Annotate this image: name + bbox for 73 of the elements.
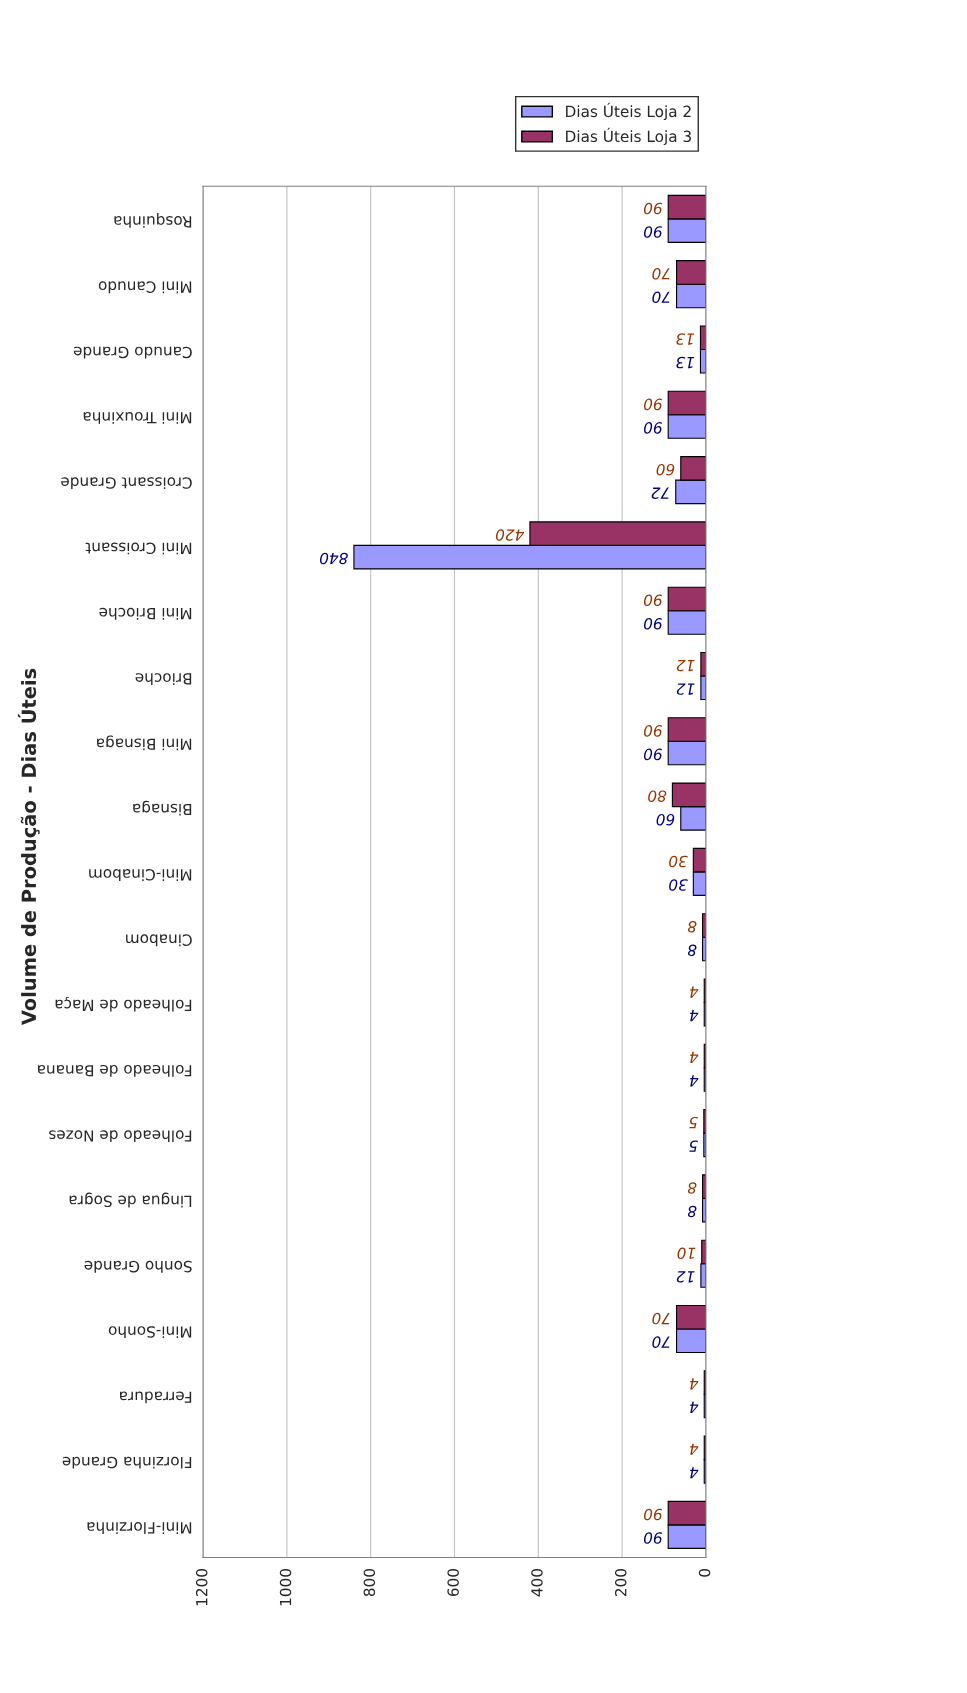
data-label: 72: [651, 487, 669, 499]
data-label: 90: [643, 594, 662, 607]
y-tick-label: Cinabom: [126, 934, 192, 947]
y-tick-label: Mini Croissant: [85, 542, 192, 555]
data-label: 70: [652, 1312, 670, 1325]
x-tick-label: 1200: [195, 1568, 208, 1606]
data-label: 80: [648, 790, 667, 802]
data-label: 4: [690, 1051, 699, 1063]
data-label: 10: [677, 1247, 696, 1260]
x-tick-label: 400: [531, 1568, 543, 1597]
data-label: 90: [643, 226, 662, 238]
x-tick-label: 1000: [279, 1568, 292, 1606]
y-tick-label: Mini Bisnaga: [97, 735, 192, 751]
data-label: 90: [643, 748, 662, 761]
data-label: 5: [689, 1140, 698, 1152]
y-tick-label: Mini-Sonho: [108, 1326, 192, 1338]
data-label: 90: [643, 725, 662, 737]
x-tick-label: 600: [447, 1568, 459, 1597]
y-tick-label: Mini Trouxinha: [83, 411, 192, 424]
data-label: 90: [643, 1508, 662, 1521]
data-label: 8: [687, 921, 697, 933]
data-label: 4: [690, 986, 699, 998]
data-label: 30: [669, 855, 688, 868]
data-label: 30: [669, 879, 688, 891]
legend-label: Dias Úteis Loja 2: [566, 102, 691, 121]
data-label: 8: [687, 944, 697, 957]
data-label: 8: [687, 1205, 697, 1218]
data-label: 12: [676, 683, 695, 695]
data-label: 70: [652, 1336, 670, 1348]
y-tick-label: Mini Brioche: [99, 607, 192, 620]
data-label: 4: [690, 1378, 699, 1390]
data-label: 90: [643, 202, 662, 215]
x-tick-label: 200: [614, 1568, 627, 1597]
data-label: 90: [643, 1532, 662, 1544]
y-tick-label: Mini-Florzinha: [87, 1522, 192, 1534]
data-label: 12: [676, 660, 695, 672]
data-label: 4: [690, 1443, 699, 1455]
data-label: 4: [690, 1010, 699, 1022]
data-label: 4: [690, 1401, 699, 1413]
data-label: 90: [643, 398, 662, 411]
data-label: 4: [690, 1075, 699, 1087]
text: Volume de Produção - Dias Úteis: [17, 668, 40, 1026]
y-tick-label: Rosquinha: [114, 213, 192, 228]
x-tick-label: 0: [698, 1568, 711, 1577]
y-tick-label: Mini-Cinabom: [89, 869, 192, 881]
y-tick-label: Croissant Grande: [61, 477, 192, 490]
y-tick-label: Lingua de Sogra: [69, 1192, 192, 1208]
y-tick-label: Canudo Grande: [73, 346, 192, 359]
data-label: 840: [319, 552, 348, 565]
y-tick-label: Ferradura: [120, 1391, 192, 1404]
data-label: 420: [495, 529, 525, 541]
data-label: 13: [676, 333, 695, 345]
y-tick-label: Bisnaga: [133, 800, 192, 816]
data-label: 60: [656, 463, 675, 476]
y-tick-label: Folheado de Nozes: [49, 1130, 192, 1143]
data-label: 5: [689, 1116, 698, 1129]
data-label: 8: [687, 1182, 697, 1194]
data-label: 90: [643, 422, 662, 434]
x-tick-label: 800: [363, 1568, 376, 1597]
data-label: 4: [690, 1467, 699, 1479]
y-tick-label: Florzinha Grande: [62, 1456, 192, 1469]
data-label: 70: [652, 291, 670, 304]
data-label: 13: [676, 356, 695, 369]
y-tick-label: Folheado de Banana: [37, 1064, 192, 1077]
data-label: 12: [676, 1271, 695, 1283]
data-label: 90: [643, 618, 662, 630]
y-tick-label: Sonho Grande: [84, 1260, 192, 1273]
data-label: 70: [652, 267, 670, 280]
legend-label: Dias Úteis Loja 3: [566, 127, 691, 146]
y-tick-label: Brioche: [135, 673, 192, 685]
y-tick-label: Folheado de Maça: [55, 996, 192, 1012]
y-tick-label: Mini Canudo: [98, 281, 192, 294]
data-label: 60: [656, 813, 675, 826]
